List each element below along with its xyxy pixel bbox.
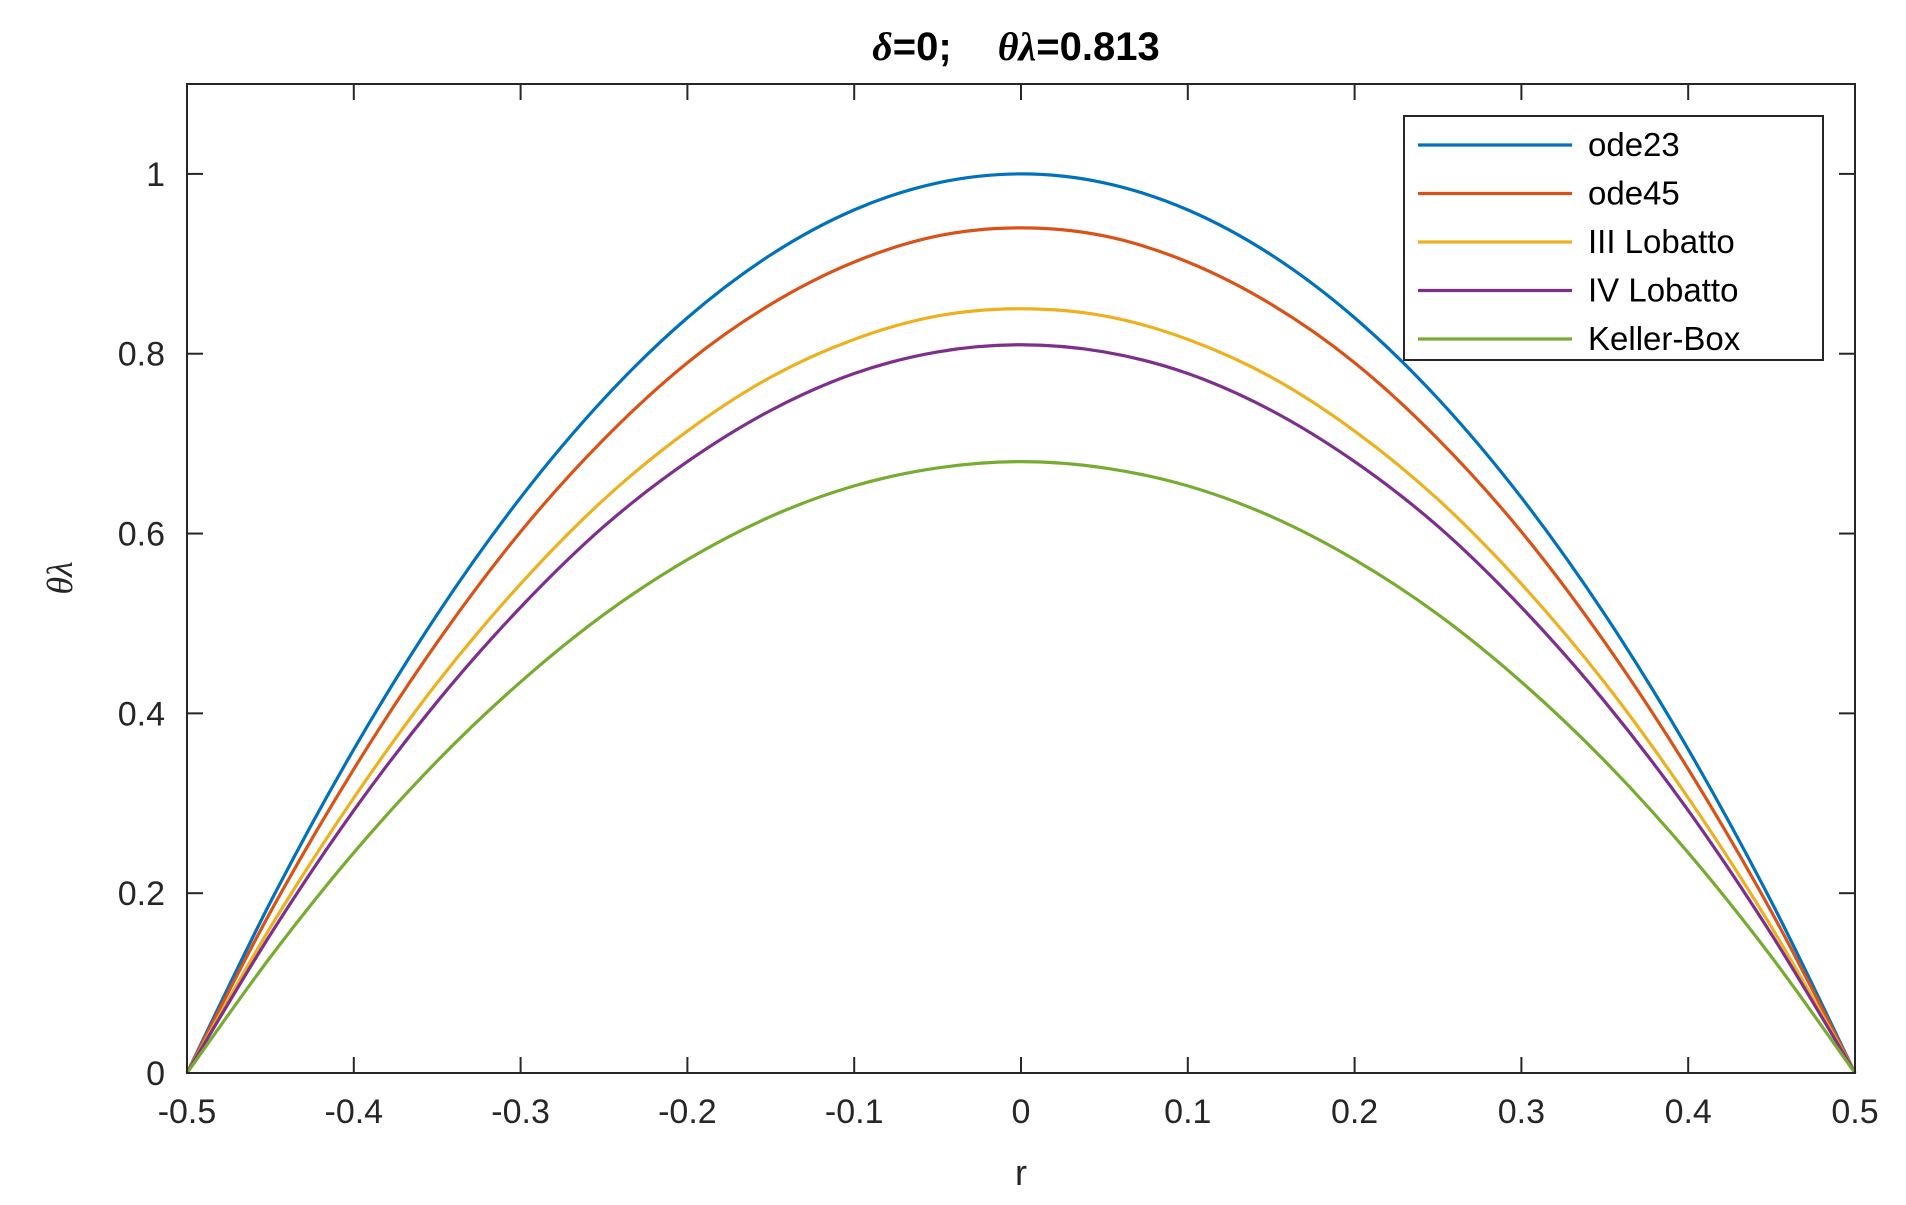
y-tick-label: 0.8 (118, 336, 165, 374)
title-theta-lambda-value: =0.813 (1036, 25, 1159, 69)
y-tick-label: 0 (146, 1055, 165, 1093)
x-tick-label: 0.4 (1665, 1093, 1712, 1131)
series-line-iv-lobatto (185, 343, 1857, 1074)
legend-box (1403, 115, 1824, 361)
legend-entries: ode23 ode45 III Lobatto IV Lobatto Keller-Bo… (1418, 126, 1741, 357)
legend-label-iii-lobatto: III Lobatto (1588, 223, 1735, 260)
x-tick-label: 0.5 (1831, 1093, 1878, 1131)
x-tick-label: 0.2 (1331, 1093, 1378, 1131)
x-axis-label: r (1015, 1152, 1027, 1193)
chart-title: δ=0; θλ=0.813 (872, 24, 1159, 69)
x-tick-label: -0.1 (825, 1093, 884, 1131)
y-tick-label: 0.2 (118, 875, 165, 913)
series-line-keller-box (185, 460, 1857, 1074)
ticks-layer: -0.5 -0.4 -0.3 -0.2 -0.1 0 0.1 0.2 0.3 0.4 0.5 0 0.2… (118, 84, 1879, 1131)
legend-label-ode45: ode45 (1588, 175, 1680, 212)
x-tick-label: -0.4 (325, 1093, 384, 1131)
x-tick-label: 0 (1012, 1093, 1031, 1131)
title-delta-value: =0; (893, 25, 952, 69)
y-tick-label: 0.4 (118, 695, 165, 733)
series-line-ode23 (185, 172, 1857, 1074)
y-axis-label: θλ (40, 561, 80, 594)
x-tick-label: -0.2 (658, 1093, 717, 1131)
legend-label-keller-box: Keller-Box (1588, 320, 1741, 357)
x-tick-label: -0.5 (158, 1093, 217, 1131)
legend: ode23 ode45 III Lobatto IV Lobatto Keller-Bo… (1403, 115, 1824, 361)
title-theta-lambda-symbol: θλ (998, 24, 1037, 69)
series-line-ode45 (185, 226, 1857, 1074)
x-tick-label: -0.3 (491, 1093, 550, 1131)
x-tick-label: 0.1 (1164, 1093, 1211, 1131)
series-line-iii-lobatto (185, 307, 1857, 1074)
x-tick-label: 0.3 (1498, 1093, 1545, 1131)
series-layer (185, 172, 1857, 1074)
title-delta-symbol: δ (872, 24, 893, 69)
legend-label-iv-lobatto: IV Lobatto (1588, 272, 1738, 309)
y-tick-label: 0.6 (118, 516, 165, 554)
legend-label-ode23: ode23 (1588, 126, 1680, 163)
y-tick-label: 1 (146, 156, 165, 194)
